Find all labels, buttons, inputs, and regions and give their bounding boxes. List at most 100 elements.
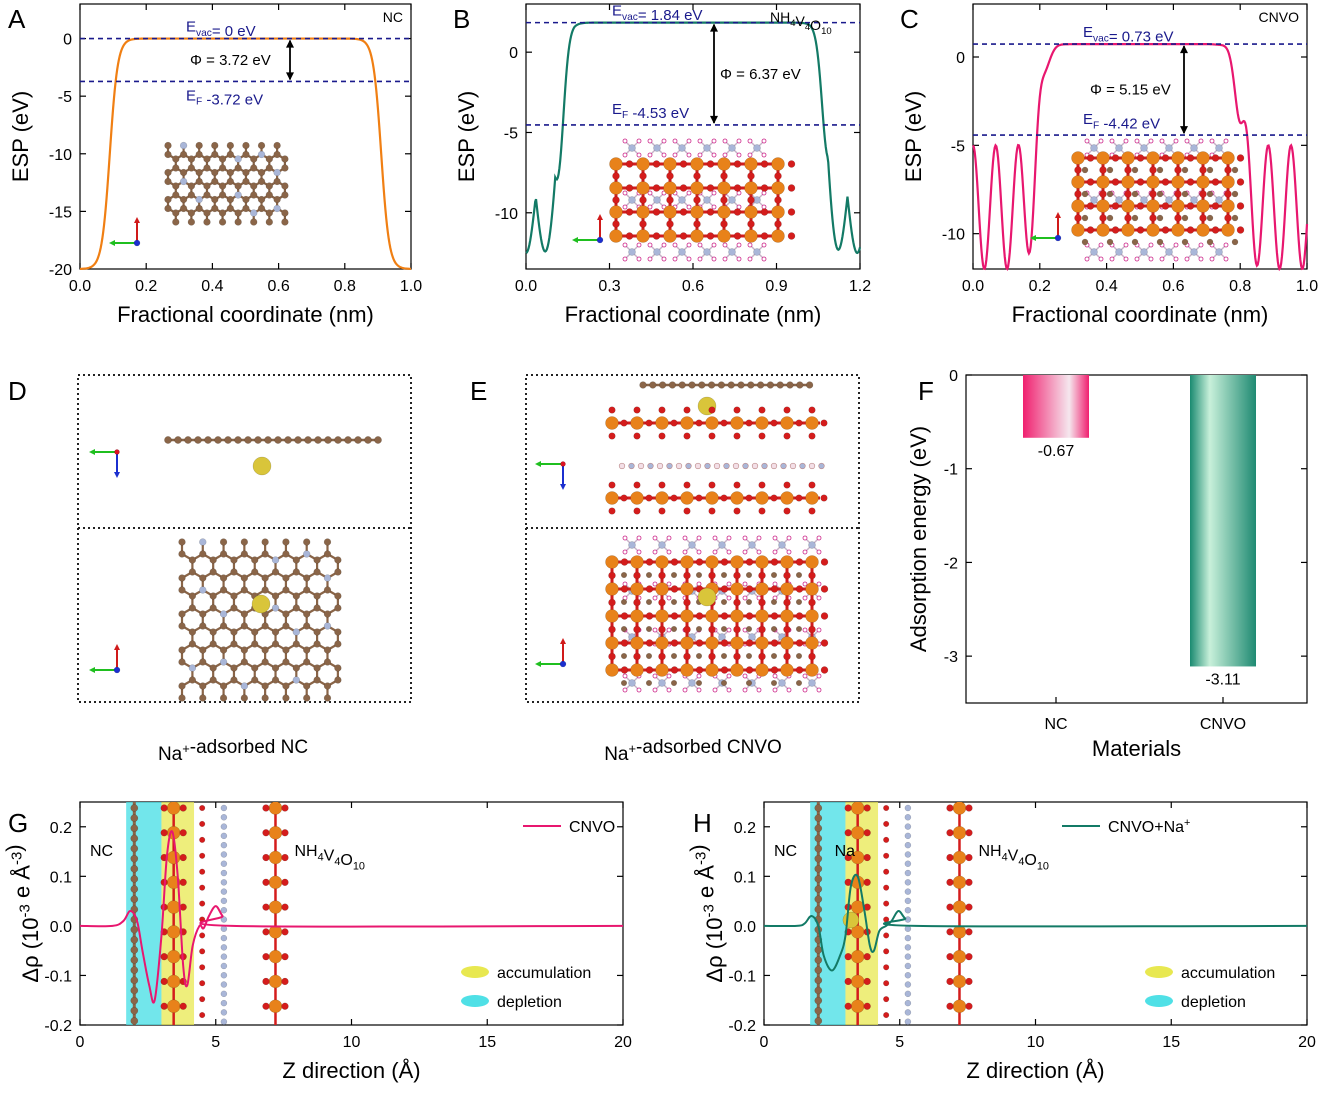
vanadium-atom [664,182,677,195]
vanadium-atom [851,975,864,988]
vanadium-atom [681,610,694,623]
vanadium-atom [851,1000,864,1013]
carbon-atom [374,436,381,443]
carbon-atom [243,196,250,203]
carbon-atom [243,142,250,149]
legend-label: CNVO+Na+ [1108,817,1190,836]
carbon-atom [172,210,179,217]
nitrogen-atom [221,805,227,811]
carbon-atom [718,382,725,389]
carbon-atom [241,695,248,702]
hydrogen-atom [757,550,761,554]
carbon-atom [815,987,822,994]
nitrogen-atom [905,889,911,895]
ammonium-atom [695,463,701,469]
carbon-atom [235,156,242,163]
carbon-atom [235,183,242,190]
carbon-atom [262,587,269,594]
ammonium-atom [676,463,682,469]
carbon-atom [689,382,696,389]
hydrogen-atom [637,243,641,247]
nitrogen-atom [221,991,227,997]
carbon-atom [1082,191,1088,197]
oxygen-atom [883,869,889,875]
oxygen-atom [883,821,889,827]
carbon-atom [1182,239,1188,245]
oxygen-atom [788,209,795,216]
axis-origin [597,237,603,243]
oxygen-atom [1125,191,1132,198]
hydrogen-atom [737,153,741,157]
y-tick-label: 0 [949,368,958,385]
arrow-head-up [286,40,294,48]
oxygen-atom [684,407,691,414]
oxygen-atom [1112,227,1119,234]
carbon-atom [767,382,774,389]
oxygen-atom [966,829,973,836]
vanadium-atom [851,950,864,963]
x-tick-label: 0.0 [962,278,984,295]
oxygen-atom [684,482,691,489]
oxygen-atom [883,837,889,843]
nitrogen-atom [1216,249,1223,256]
y-axis-label: ESP (eV) [454,91,479,182]
oxygen-atom [947,904,954,911]
fermi-level-label: EF -4.53 eV [612,101,689,122]
oxygen-atom [966,854,973,861]
oxygen-atom [796,420,803,427]
oxygen-atom [671,667,678,674]
vanadium-atom [1122,176,1135,189]
carbon-atom [266,165,273,172]
carbon-atom [243,205,250,212]
carbon-atom [196,151,203,158]
ammonium-atom [686,463,692,469]
carbon-atom [796,653,802,659]
carbon-atom [131,1017,138,1024]
vanadium-atom [167,925,180,938]
carbon-atom [262,695,269,702]
x-tick-label: 10 [343,1034,361,1051]
carbon-atom [746,599,752,605]
hydrogen-atom [723,243,727,247]
oxygen-atom [784,653,791,660]
nitrogen-atom [221,814,227,820]
oxygen-atom [659,407,666,414]
y-tick-label: 0 [509,45,518,62]
carbon-atom [771,599,777,605]
x-tick-label: 0.0 [69,278,91,295]
esp-panel-c: C0.0 0.2 0.4 0.6 0.8 1.00-5-10Fractional coor… [900,4,1318,327]
oxygen-atom [864,854,871,861]
carbon-atom [131,926,138,933]
oxygen-atom [199,980,205,986]
nitrogen-atom [221,935,227,941]
nitrogen-atom [905,870,911,876]
carbon-atom [196,169,203,176]
vanadium-atom [781,492,794,505]
carbon-atom [180,151,187,158]
y-axis-label: Adsorption energy (eV) [906,426,931,652]
y-tick-label: 0 [956,50,965,67]
nitrogen-atom [905,805,911,811]
carbon-atom [334,605,341,612]
carbon-atom [251,665,258,672]
x-axis-label: Z direction (Å) [966,1058,1104,1083]
nitrogen-atom [905,963,911,969]
region-label-nh4v4o10: NH4V4O10 [294,843,364,872]
oxygen-atom [684,572,691,579]
carbon-atom [303,623,310,630]
oxygen-atom [1100,215,1107,222]
oxygen-atom [734,508,741,515]
nitrogen-atom [905,851,911,857]
vanadium-atom [1172,152,1185,165]
oxygen-atom [845,805,852,812]
hydrogen-atom [748,153,752,157]
oxygen-atom [1175,167,1182,174]
work-function-label: Φ = 6.37 eV [720,66,801,83]
oxygen-atom [282,805,289,812]
oxygen-atom [759,653,766,660]
carbon-atom [258,151,265,158]
oxygen-atom [199,869,205,875]
oxygen-atom [684,599,691,606]
carbon-atom [314,557,321,564]
carbon-atom [728,382,735,389]
